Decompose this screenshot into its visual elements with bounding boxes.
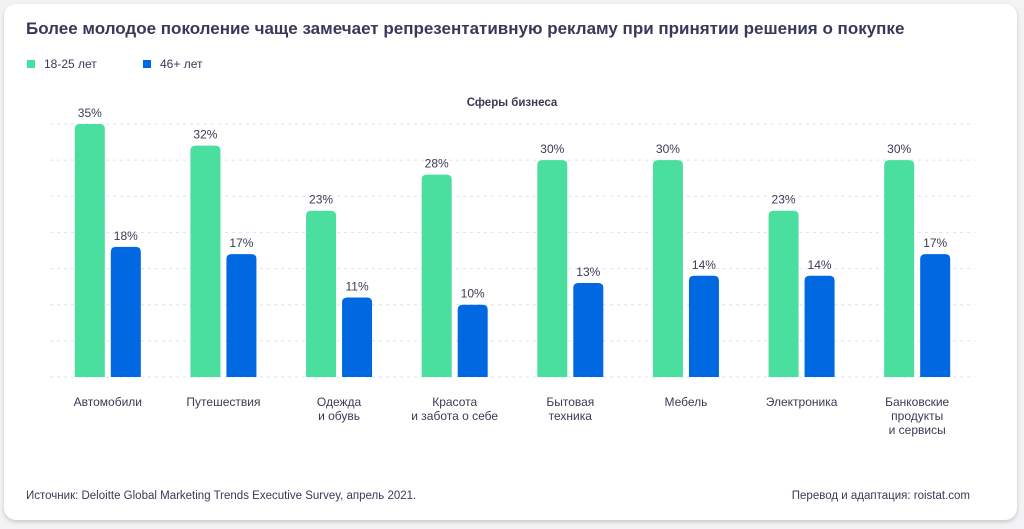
data-label: 14% <box>692 258 716 272</box>
bar <box>306 210 337 377</box>
data-label: 10% <box>461 287 485 301</box>
legend-item-46plus: 46+ лет <box>143 57 202 71</box>
bar <box>457 304 488 377</box>
data-label: 30% <box>887 142 911 156</box>
chart-title: Более молодое поколение чаще замечает ре… <box>26 19 905 38</box>
credit-note: Перевод и адаптация: roistat.com <box>791 490 970 502</box>
legend-item-18-25: 18-25 лет <box>27 57 97 71</box>
category-label: и забота о себе <box>411 409 498 423</box>
category-label: Бытовая <box>546 395 594 409</box>
legend-label: 18-25 лет <box>44 57 97 71</box>
bar <box>573 283 604 377</box>
data-label: 35% <box>78 106 102 120</box>
category-label: продукты <box>891 409 943 423</box>
category-label: Автомобили <box>74 395 142 409</box>
category-label: Одежда <box>317 395 362 409</box>
data-label: 30% <box>656 142 680 156</box>
bar <box>920 254 951 377</box>
category-label: Путешествия <box>186 395 260 409</box>
category-label: Красота <box>432 395 477 409</box>
category-label: и обувь <box>318 409 360 423</box>
bar <box>74 124 105 377</box>
bar <box>190 145 221 377</box>
data-label: 32% <box>193 128 217 142</box>
bar <box>421 174 452 377</box>
data-label: 17% <box>229 236 253 250</box>
legend-swatch-blue <box>143 60 151 68</box>
source-note: Источник: Deloitte Global Marketing Tren… <box>26 490 417 502</box>
category-label: Электроника <box>766 395 838 409</box>
bar <box>537 160 568 377</box>
data-label: 17% <box>923 236 947 250</box>
data-label: 18% <box>114 229 138 243</box>
bar <box>688 275 719 377</box>
category-label: и сервисы <box>889 423 946 437</box>
data-label: 14% <box>808 258 832 272</box>
bar <box>804 275 835 377</box>
bar <box>110 246 141 377</box>
bar <box>226 254 257 377</box>
chart-subtitle: Сферы бизнеса <box>467 97 558 109</box>
legend-label: 46+ лет <box>160 57 203 71</box>
chart-card <box>4 4 1017 520</box>
category-label: техника <box>549 409 593 423</box>
category-label: Мебель <box>664 395 707 409</box>
data-label: 28% <box>425 157 449 171</box>
data-label: 23% <box>309 193 333 207</box>
legend-swatch-green <box>27 60 35 68</box>
bar <box>884 160 915 377</box>
bar <box>342 297 373 377</box>
data-label: 11% <box>345 279 368 293</box>
data-label: 30% <box>540 142 564 156</box>
bar <box>652 160 683 377</box>
bar <box>768 210 799 377</box>
data-label: 23% <box>772 193 796 207</box>
category-label: Банковские <box>885 395 949 409</box>
data-label: 13% <box>576 265 600 279</box>
